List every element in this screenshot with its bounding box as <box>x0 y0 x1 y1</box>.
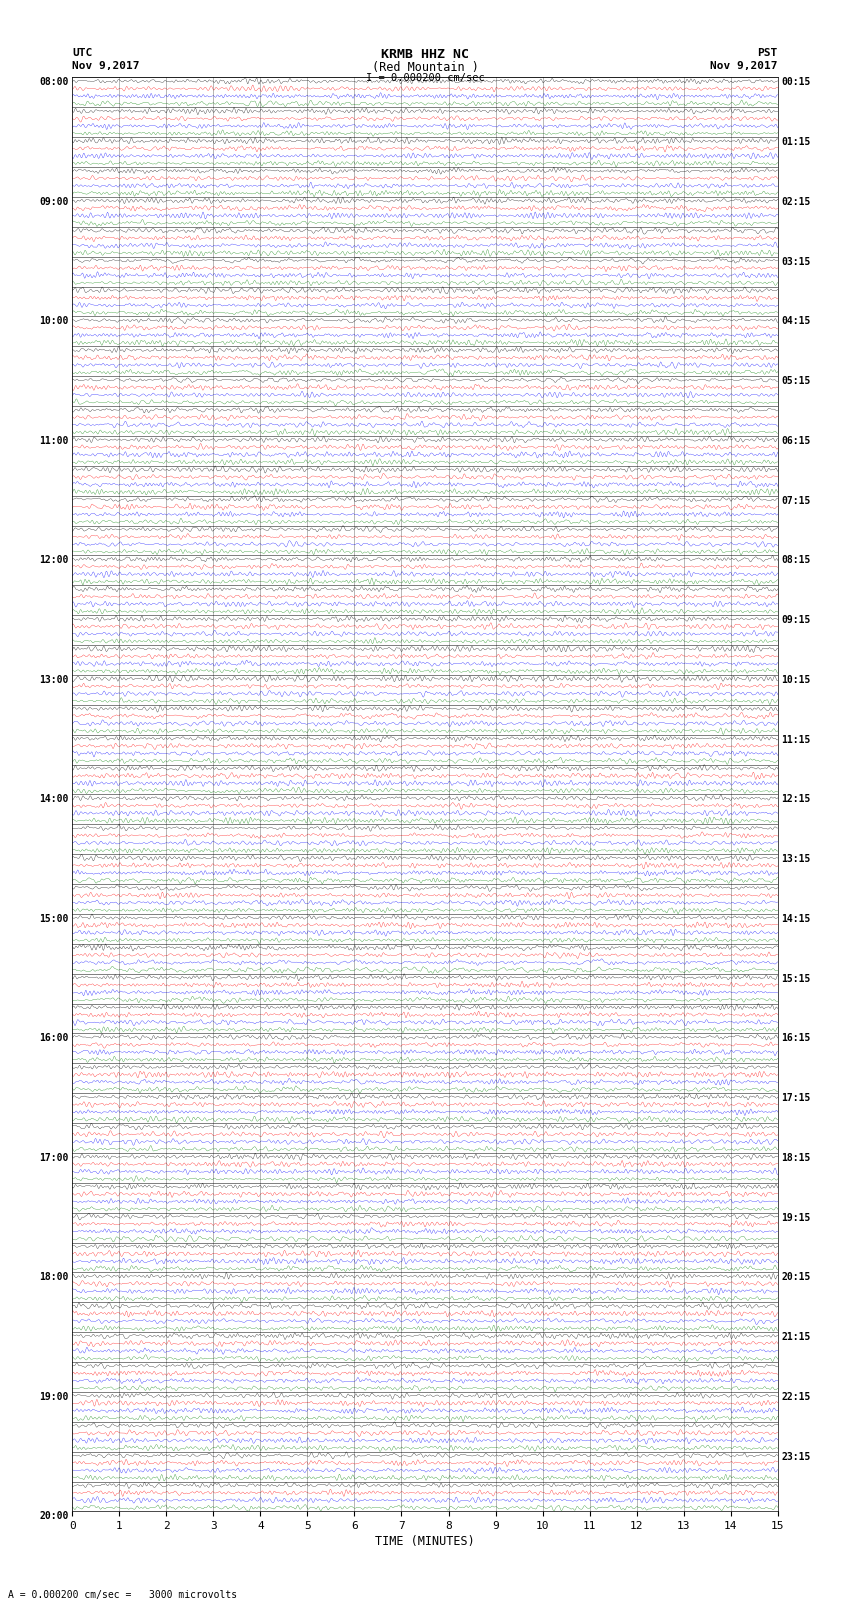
Text: 16:15: 16:15 <box>781 1034 811 1044</box>
Text: (Red Mountain ): (Red Mountain ) <box>371 61 479 74</box>
Text: 14:15: 14:15 <box>781 915 811 924</box>
Text: 21:15: 21:15 <box>781 1332 811 1342</box>
Text: 19:15: 19:15 <box>781 1213 811 1223</box>
Text: 10:00: 10:00 <box>39 316 69 326</box>
Text: 00:15: 00:15 <box>781 77 811 87</box>
X-axis label: TIME (MINUTES): TIME (MINUTES) <box>375 1536 475 1548</box>
Text: 13:00: 13:00 <box>39 674 69 686</box>
Text: A = 0.000200 cm/sec =   3000 microvolts: A = 0.000200 cm/sec = 3000 microvolts <box>8 1590 238 1600</box>
Text: KRMB HHZ NC: KRMB HHZ NC <box>381 48 469 61</box>
Text: 20:15: 20:15 <box>781 1273 811 1282</box>
Text: 23:15: 23:15 <box>781 1452 811 1461</box>
Text: 03:15: 03:15 <box>781 256 811 266</box>
Text: 08:15: 08:15 <box>781 555 811 566</box>
Text: 11:15: 11:15 <box>781 734 811 745</box>
Text: 19:00: 19:00 <box>39 1392 69 1402</box>
Text: 12:15: 12:15 <box>781 794 811 805</box>
Text: 05:15: 05:15 <box>781 376 811 386</box>
Text: 18:15: 18:15 <box>781 1153 811 1163</box>
Text: 07:15: 07:15 <box>781 495 811 505</box>
Text: 02:15: 02:15 <box>781 197 811 206</box>
Text: 10:15: 10:15 <box>781 674 811 686</box>
Text: Nov 9,2017: Nov 9,2017 <box>711 61 778 71</box>
Text: PST: PST <box>757 48 778 58</box>
Text: I = 0.000200 cm/sec: I = 0.000200 cm/sec <box>366 73 484 82</box>
Text: 17:00: 17:00 <box>39 1153 69 1163</box>
Text: 18:00: 18:00 <box>39 1273 69 1282</box>
Text: 01:15: 01:15 <box>781 137 811 147</box>
Text: 22:15: 22:15 <box>781 1392 811 1402</box>
Text: 16:00: 16:00 <box>39 1034 69 1044</box>
Text: 12:00: 12:00 <box>39 555 69 566</box>
Text: 14:00: 14:00 <box>39 794 69 805</box>
Text: 08:00: 08:00 <box>39 77 69 87</box>
Text: 09:15: 09:15 <box>781 615 811 626</box>
Text: 15:00: 15:00 <box>39 915 69 924</box>
Text: 09:00: 09:00 <box>39 197 69 206</box>
Text: UTC: UTC <box>72 48 93 58</box>
Text: 06:15: 06:15 <box>781 436 811 445</box>
Text: 15:15: 15:15 <box>781 974 811 984</box>
Text: 11:00: 11:00 <box>39 436 69 445</box>
Text: 20:00: 20:00 <box>39 1511 69 1521</box>
Text: 17:15: 17:15 <box>781 1094 811 1103</box>
Text: 13:15: 13:15 <box>781 855 811 865</box>
Text: Nov 9,2017: Nov 9,2017 <box>72 61 139 71</box>
Text: 04:15: 04:15 <box>781 316 811 326</box>
